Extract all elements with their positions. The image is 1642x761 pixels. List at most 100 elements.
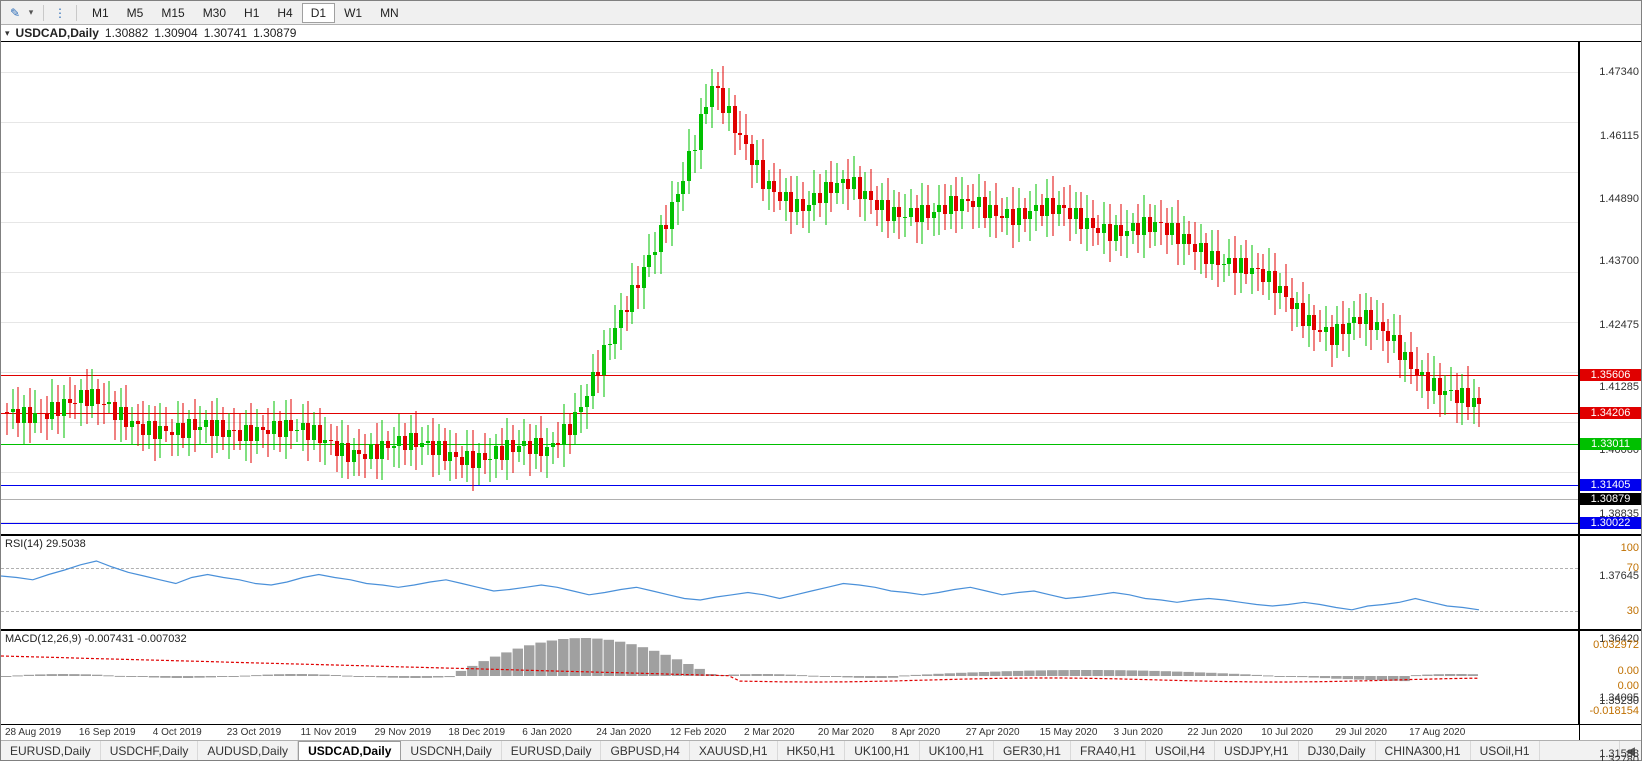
- macd-indicator-pane[interactable]: MACD(12,26,9) -0.007431 -0.007032 0.0329…: [1, 629, 1641, 724]
- tf-m1-button[interactable]: M1: [83, 3, 118, 23]
- price-axis-labels: 1.47340 1.46115 1.44890 1.43700 1.42475 1.412…: [1579, 42, 1641, 534]
- rsi-axis-tick: 30: [1627, 605, 1639, 617]
- price-level-line[interactable]: [1, 485, 1578, 486]
- price-level-tag[interactable]: 1.33011: [1580, 438, 1641, 450]
- tf-w1-button[interactable]: W1: [335, 3, 371, 23]
- price-level-tag[interactable]: 1.31405: [1580, 479, 1641, 491]
- dots-icon[interactable]: ⋮: [50, 3, 70, 23]
- rsi-indicator-pane[interactable]: RSI(14) 29.5038 100 70 30: [1, 534, 1641, 629]
- date-axis-label: 6 Jan 2020: [522, 727, 572, 738]
- chart-tab-usoil-h4-13[interactable]: USOil,H4: [1146, 741, 1215, 760]
- tf-m5-button[interactable]: M5: [118, 3, 153, 23]
- grid-line: [1, 372, 1578, 373]
- price-level-line[interactable]: [1, 375, 1578, 376]
- rsi-axis-tick: 70: [1627, 562, 1639, 574]
- chart-tab-eurusd-daily-0[interactable]: EURUSD,Daily: [1, 741, 101, 760]
- grid-line: [1, 122, 1578, 123]
- tf-m15-button[interactable]: M15: [152, 3, 193, 23]
- ohlc-high-value: 1.30904: [154, 26, 197, 40]
- date-axis-label: 15 May 2020: [1040, 727, 1098, 738]
- grid-line: [1, 72, 1578, 73]
- price-level-line[interactable]: [1, 499, 1578, 500]
- toolbar-chevron-icon[interactable]: ▾: [25, 7, 37, 18]
- price-axis-tick: 1.42475: [1599, 319, 1639, 331]
- crosshair-tool-icon[interactable]: ✎: [5, 3, 25, 23]
- chart-tab-eurusd-daily-5[interactable]: EURUSD,Daily: [502, 741, 602, 760]
- date-axis-label: 17 Aug 2020: [1409, 727, 1465, 738]
- chart-tab-ger30-h1-11[interactable]: GER30,H1: [994, 741, 1071, 760]
- date-axis-label: 18 Dec 2019: [448, 727, 505, 738]
- price-chart-pane[interactable]: 1.47340 1.46115 1.44890 1.43700 1.42475 1.412…: [1, 41, 1641, 534]
- macd-histogram-chart: [1, 631, 1578, 724]
- tf-h1-button[interactable]: H1: [235, 3, 268, 23]
- date-axis-label: 29 Nov 2019: [375, 727, 432, 738]
- date-axis-label: 8 Apr 2020: [892, 727, 940, 738]
- price-chart-canvas[interactable]: [1, 42, 1579, 534]
- grid-line: [1, 272, 1578, 273]
- chart-tab-usoil-h1-17[interactable]: USOil,H1: [1471, 741, 1540, 760]
- rsi-line-chart: [1, 536, 1578, 629]
- chart-tab-xauusd-h1-7[interactable]: XAUUSD,H1: [690, 741, 778, 760]
- rsi-axis-labels: 100 70 30: [1579, 536, 1641, 629]
- chart-tab-audusd-daily-2[interactable]: AUDUSD,Daily: [198, 741, 298, 760]
- chart-tab-usdcnh-daily-4[interactable]: USDCNH,Daily: [401, 741, 501, 760]
- chart-tab-fra40-h1-12[interactable]: FRA40,H1: [1071, 741, 1146, 760]
- price-level-tag[interactable]: 1.35606: [1580, 369, 1641, 381]
- date-axis-label: 4 Oct 2019: [153, 727, 202, 738]
- chart-tab-uk100-h1-9[interactable]: UK100,H1: [845, 741, 919, 760]
- chart-tab-dj30-daily-15[interactable]: DJ30,Daily: [1299, 741, 1376, 760]
- price-level-tag[interactable]: 1.30879: [1580, 493, 1641, 505]
- grid-line: [1, 222, 1578, 223]
- price-axis-tick: 1.41285: [1599, 381, 1639, 393]
- chart-symbol-tabs: EURUSD,Daily USDCHF,Daily AUDUSD,Daily USDC…: [1, 740, 1641, 760]
- rsi-chart-canvas[interactable]: RSI(14) 29.5038: [1, 536, 1579, 629]
- tf-h4-button[interactable]: H4: [268, 3, 301, 23]
- macd-axis-tick: 0.00: [1618, 665, 1639, 677]
- date-axis-label: 16 Sep 2019: [79, 727, 136, 738]
- price-axis-tick: 1.43700: [1599, 255, 1639, 267]
- price-axis-tick: 1.46115: [1600, 130, 1639, 142]
- grid-line: [1, 172, 1578, 173]
- chart-tab-hk50-h1-8[interactable]: HK50,H1: [778, 741, 846, 760]
- symbol-ohlc-header: ▾ USDCAD,Daily 1.30882 1.30904 1.30741 1…: [1, 25, 1641, 41]
- rsi-title-label: RSI(14) 29.5038: [5, 538, 86, 550]
- date-axis-label: 10 Jul 2020: [1261, 727, 1313, 738]
- macd-chart-canvas[interactable]: MACD(12,26,9) -0.007431 -0.007032: [1, 631, 1579, 724]
- price-level-line[interactable]: [1, 523, 1578, 524]
- timeframe-toolbar: ✎ ▾ ⋮ M1 M5 M15 M30 H1 H4 D1 W1 MN: [1, 1, 1641, 25]
- date-axis-label: 20 Mar 2020: [818, 727, 874, 738]
- tf-mn-button[interactable]: MN: [371, 3, 408, 23]
- date-axis-label: 23 Oct 2019: [227, 727, 281, 738]
- date-axis-label: 24 Jan 2020: [596, 727, 651, 738]
- tf-d1-button[interactable]: D1: [302, 3, 335, 23]
- ohlc-close-value: 1.30879: [253, 26, 296, 40]
- chart-tab-uk100-h1-10[interactable]: UK100,H1: [920, 741, 994, 760]
- date-axis-label: 28 Aug 2019: [5, 727, 61, 738]
- date-axis-label: 3 Jun 2020: [1114, 727, 1164, 738]
- macd-axis-tick: -0.018154: [1589, 705, 1639, 717]
- chart-tab-gbpusd-h4-6[interactable]: GBPUSD,H4: [601, 741, 689, 760]
- date-axis-label: 22 Jun 2020: [1187, 727, 1242, 738]
- symbol-collapse-arrow[interactable]: ▾: [5, 28, 10, 39]
- macd-axis-tick: 0.032972: [1593, 639, 1639, 651]
- date-axis-label: 27 Apr 2020: [966, 727, 1020, 738]
- price-level-tag[interactable]: 1.30022: [1580, 517, 1641, 529]
- date-axis-label: 11 Nov 2019: [301, 727, 357, 738]
- timeframe-button-group: M1 M5 M15 M30 H1 H4 D1 W1 MN: [83, 3, 408, 23]
- chart-tab-usdjpy-h1-14[interactable]: USDJPY,H1: [1215, 741, 1298, 760]
- ohlc-low-value: 1.30741: [204, 26, 247, 40]
- price-level-tag[interactable]: 1.34206: [1580, 407, 1641, 419]
- price-axis-tick: 1.44890: [1599, 193, 1639, 205]
- ohlc-open-value: 1.30882: [105, 26, 148, 40]
- price-axis-tick: 1.47340: [1599, 66, 1639, 78]
- price-axis-tick: 1.31588: [1599, 748, 1639, 760]
- chart-tab-china300-h1-16[interactable]: CHINA300,H1: [1376, 741, 1471, 760]
- date-axis-label: 2 Mar 2020: [744, 727, 795, 738]
- price-level-line[interactable]: [1, 413, 1578, 414]
- tf-m30-button[interactable]: M30: [194, 3, 235, 23]
- chart-tab-usdcad-daily-3[interactable]: USDCAD,Daily: [298, 741, 401, 760]
- date-axis-label: 29 Jul 2020: [1335, 727, 1387, 738]
- price-level-line[interactable]: [1, 444, 1578, 445]
- chart-tab-usdchf-daily-1[interactable]: USDCHF,Daily: [101, 741, 199, 760]
- macd-title-label: MACD(12,26,9) -0.007431 -0.007032: [5, 633, 187, 645]
